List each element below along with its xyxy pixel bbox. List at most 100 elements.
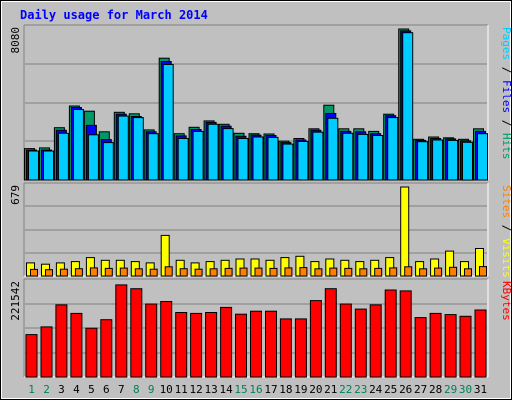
bar-pages-day-31 [477, 133, 488, 181]
bar-visits-day-26 [400, 186, 410, 277]
bar-kbytes-day-15 [235, 313, 247, 378]
bar-pages-day-25 [387, 117, 399, 181]
bar-pages-day-6 [102, 142, 114, 181]
bar-kbytes-day-20 [309, 300, 322, 378]
bar-sites-day-3 [59, 268, 68, 277]
bar-kbytes-day-18 [279, 318, 292, 378]
x-tick-label: 21 [324, 383, 337, 396]
x-tick-label: 28 [429, 383, 442, 396]
x-tick-label: 16 [249, 383, 262, 396]
x-axis-ticks: 1 2 3 4 5 6 7 8 9 10 11 12 13 14 15 16 17 18 19 20 21 22 23 24 2… [28, 383, 487, 396]
axis-title-part: Hits [500, 133, 512, 160]
bar-kbytes-day-30 [459, 315, 472, 378]
bar-pages-day-24 [372, 135, 384, 181]
bar-pages-day-21 [327, 117, 339, 181]
bar-sites-day-24 [374, 267, 383, 277]
bar-sites-day-6 [104, 267, 113, 277]
x-tick-label: 31 [474, 383, 487, 396]
bar-pages-day-9 [147, 133, 159, 181]
x-tick-label: 18 [279, 383, 292, 396]
bar-sites-day-5 [89, 267, 98, 277]
bar-sites-day-8 [134, 268, 143, 277]
axis-title-separator: / [500, 113, 512, 133]
bar-kbytes-day-2 [40, 326, 53, 378]
bar-kbytes-day-16 [250, 310, 262, 378]
x-tick-label: 1 [28, 383, 35, 396]
bar-kbytes-day-21 [324, 288, 337, 378]
bar-kbytes-day-7 [115, 284, 128, 378]
bar-kbytes-day-28 [429, 312, 442, 378]
bar-kbytes-day-1 [25, 334, 38, 378]
bar-sites-day-31 [479, 266, 487, 277]
y-max-label-hits: 8080 [9, 27, 22, 54]
x-tick-label: 8 [133, 383, 140, 396]
axis-title-part: Pages [500, 27, 512, 60]
bar-sites-day-21 [329, 267, 338, 277]
x-tick-label: 12 [189, 383, 202, 396]
x-tick-label: 9 [148, 383, 155, 396]
x-tick-label: 5 [88, 383, 95, 396]
bar-sites-day-17 [269, 267, 278, 277]
x-tick-label: 19 [294, 383, 307, 396]
x-tick-label: 15 [234, 383, 247, 396]
x-tick-label: 6 [103, 383, 110, 396]
bar-kbytes-day-13 [205, 312, 218, 378]
bar-kbytes-day-14 [220, 306, 233, 378]
bar-sites-day-29 [449, 266, 458, 277]
x-tick-label: 7 [118, 383, 125, 396]
bar-pages-day-28 [432, 139, 444, 181]
x-tick-label: 2 [43, 383, 50, 396]
bar-kbytes-day-29 [444, 314, 457, 378]
bar-sites-day-22 [344, 267, 353, 277]
bar-pages-day-29 [447, 139, 459, 181]
bar-sites-day-9 [149, 268, 158, 277]
bar-sites-day-18 [284, 267, 293, 277]
x-tick-label: 11 [175, 383, 188, 396]
bar-pages-day-26 [402, 32, 414, 181]
panel-hits: 8080 Pages / Files / Hits [9, 24, 512, 181]
bar-sites-day-15 [239, 267, 248, 277]
bar-pages-day-22 [342, 132, 354, 181]
bar-sites-day-20 [314, 268, 323, 277]
chart-panels: 8080 Pages / Files / Hits 679 Sites / Visit… [9, 24, 512, 378]
bar-pages-day-17 [267, 136, 279, 181]
bar-pages-day-2 [43, 150, 54, 181]
axis-title-hits: Pages / Files / Hits [500, 27, 512, 160]
bar-sites-day-28 [434, 267, 443, 277]
x-tick-label: 17 [264, 383, 277, 396]
bar-kbytes-day-11 [175, 312, 188, 378]
bar-kbytes-day-23 [354, 308, 367, 378]
bar-sites-day-16 [254, 267, 263, 277]
bar-pages-day-8 [132, 117, 144, 181]
y-max-label-visits: 679 [9, 185, 22, 205]
bar-pages-day-23 [357, 133, 369, 181]
x-tick-label: 29 [444, 383, 457, 396]
x-tick-label: 25 [384, 383, 397, 396]
x-tick-label: 20 [309, 383, 322, 396]
bar-kbytes-day-19 [294, 318, 307, 378]
x-tick-label: 4 [73, 383, 80, 396]
bar-kbytes-day-4 [70, 312, 83, 378]
bar-sites-day-7 [119, 267, 128, 277]
x-tick-label: 3 [58, 383, 65, 396]
bar-pages-day-10 [162, 64, 174, 181]
bar-pages-day-16 [252, 136, 264, 181]
bar-pages-day-1 [28, 150, 39, 181]
bar-sites-day-13 [209, 268, 218, 277]
x-tick-label: 14 [219, 383, 233, 396]
bar-kbytes-day-5 [85, 327, 98, 378]
bar-pages-day-27 [417, 141, 429, 181]
bar-pages-day-5 [87, 134, 99, 181]
bar-sites-day-11 [179, 268, 188, 277]
bar-pages-day-20 [312, 131, 324, 181]
bar-kbytes-day-25 [384, 289, 397, 378]
x-tick-label: 22 [339, 383, 352, 396]
bar-kbytes-day-22 [339, 303, 352, 378]
bar-kbytes-day-27 [414, 317, 427, 378]
bar-pages-day-12 [192, 130, 204, 181]
bar-pages-day-7 [117, 115, 129, 181]
bar-sites-day-1 [30, 268, 38, 277]
bar-sites-day-19 [299, 267, 308, 277]
